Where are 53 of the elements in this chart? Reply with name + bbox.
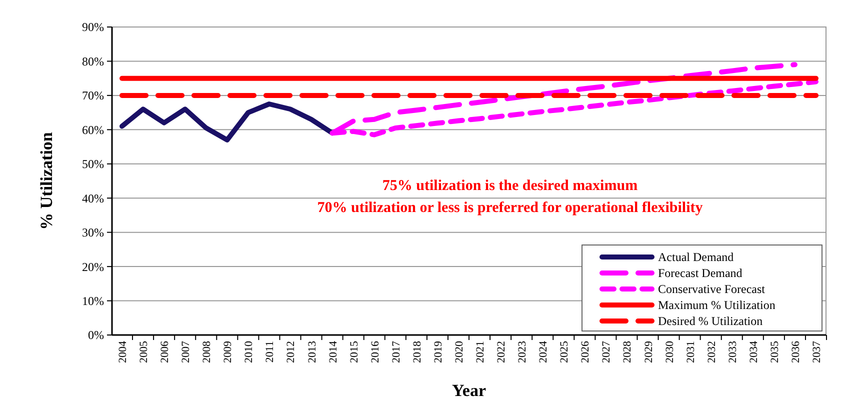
x-tick-label: 2032: [706, 341, 718, 363]
x-tick-label: 2020: [453, 340, 466, 363]
x-tick-label: 2021: [474, 341, 487, 363]
x-tick-label: 2034: [748, 340, 760, 363]
x-tick-label: 2019: [432, 340, 444, 363]
y-axis-title: % Utilization: [37, 132, 56, 230]
x-tick-label: 2036: [790, 340, 802, 363]
x-tick-label: 2030: [664, 340, 676, 363]
y-tick-label: 10%: [82, 294, 104, 308]
x-tick-label: 2009: [222, 340, 234, 363]
x-tick-label: 2007: [180, 340, 192, 363]
x-tick-label: 2035: [768, 340, 781, 363]
x-axis-title: Year: [452, 381, 486, 400]
x-tick-label: 2014: [327, 340, 340, 363]
x-tick-label: 2016: [369, 340, 382, 363]
x-tick-label: 2015: [348, 340, 360, 363]
x-tick-label: 2022: [496, 341, 508, 363]
legend-label: Forecast Demand: [658, 266, 742, 280]
x-tick-label: 2026: [580, 340, 592, 363]
legend-label: Desired % Utilization: [658, 314, 763, 328]
x-tick-label: 2023: [516, 340, 529, 363]
x-tick-label: 2006: [159, 340, 172, 363]
x-tick-label: 2017: [390, 340, 402, 363]
x-tick-label: 2028: [622, 340, 634, 363]
x-tick-label: 2037: [811, 340, 823, 363]
y-tick-label: 80%: [82, 54, 104, 68]
x-tick-label: 2004: [117, 340, 129, 363]
x-tick-label: 2029: [642, 340, 655, 363]
x-tick-label: 2012: [285, 341, 298, 363]
y-tick-label: 0%: [88, 328, 104, 342]
x-tick-label: 2018: [411, 340, 424, 363]
legend-label: Actual Demand: [658, 250, 734, 264]
x-tick-label: 2005: [138, 340, 150, 363]
x-tick-label: 2008: [201, 340, 214, 363]
y-tick-label: 60%: [82, 122, 104, 137]
legend-label: Maximum % Utilization: [658, 298, 776, 312]
x-tick-label: 2024: [538, 340, 550, 363]
legend-label: Conservative Forecast: [658, 282, 766, 296]
x-tick-label: 2033: [726, 340, 739, 363]
x-tick-label: 2025: [558, 340, 571, 363]
x-tick-label: 2011: [264, 341, 276, 363]
x-tick-label: 2027: [600, 340, 613, 363]
y-tick-label: 30%: [82, 226, 104, 240]
x-tick-label: 2031: [684, 341, 697, 363]
y-tick-label: 20%: [82, 260, 104, 274]
y-tick-label: 40%: [82, 191, 104, 206]
y-tick-label: 70%: [82, 88, 104, 103]
y-tick-label: 90%: [82, 20, 104, 34]
x-tick-label: 2010: [243, 340, 256, 363]
x-tick-label: 2013: [306, 340, 318, 363]
y-tick-label: 50%: [82, 157, 104, 172]
annotation: 75% utilization is the desired maximum: [382, 178, 638, 194]
annotation: 70% utilization or less is preferred for operational flexibility: [317, 200, 704, 216]
